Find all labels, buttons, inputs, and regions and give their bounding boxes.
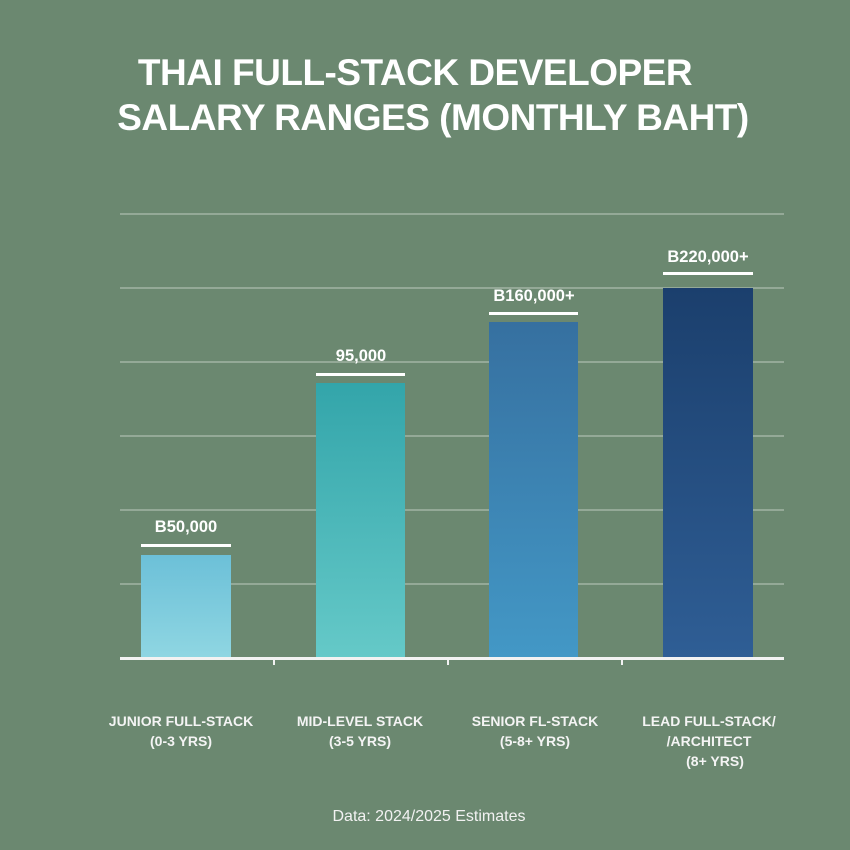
category-label-line: JUNIOR FULL-STACK <box>108 713 254 729</box>
value-label-mid-level: 95,000 <box>335 347 387 365</box>
category-label-line: (5-8+ YRS) <box>499 733 571 749</box>
bar-cap-lead <box>663 272 753 275</box>
bar-lead <box>663 288 753 658</box>
gridline <box>120 361 784 363</box>
category-label-junior: JUNIOR FULL-STACK (0-3 YRS) <box>81 711 281 751</box>
category-label-line: (8+ YRS) <box>686 753 744 769</box>
category-label-line: MID-LEVEL STACK <box>296 713 424 729</box>
gridline <box>120 287 784 289</box>
gridline <box>120 583 784 585</box>
bar-senior <box>489 322 578 658</box>
value-label-junior: B50,000 <box>154 518 218 536</box>
x-axis-line <box>120 657 784 660</box>
category-label-line: (0-3 YRS) <box>150 733 212 749</box>
category-label-senior: SENIOR FL-STACK (5-8+ YRS) <box>435 711 635 751</box>
bar-cap-senior <box>489 312 578 315</box>
bar-cap-junior <box>141 544 231 547</box>
category-label-line: /ARCHITECT <box>666 733 752 749</box>
chart-title-line2: SALARY RANGES (MONTHLY BAHT) <box>117 97 749 138</box>
bar-cap-mid-level <box>316 373 405 376</box>
value-label-senior: B160,000+ <box>493 287 575 305</box>
x-axis-tick <box>621 659 623 665</box>
gridline <box>120 435 784 437</box>
x-axis-tick <box>273 659 275 665</box>
source-note: Data: 2024/2025 Estimates <box>332 808 526 825</box>
category-label-line: LEAD FULL-STACK/ <box>642 713 776 729</box>
value-label-lead: B220,000+ <box>667 248 749 266</box>
gridline <box>120 509 784 511</box>
chart-title-line1: THAI FULL-STACK DEVELOPER <box>137 52 693 93</box>
category-label-line: SENIOR FL-STACK <box>471 713 599 729</box>
category-label-line: (3-5 YRS) <box>329 733 391 749</box>
category-label-mid-level: MID-LEVEL STACK (3-5 YRS) <box>260 711 460 751</box>
bar-mid-level <box>316 383 405 658</box>
gridline <box>120 213 784 215</box>
x-axis-tick <box>447 659 449 665</box>
category-label-lead: LEAD FULL-STACK/ /ARCHITECT (8+ YRS) <box>609 711 809 771</box>
bar-junior <box>141 555 231 658</box>
